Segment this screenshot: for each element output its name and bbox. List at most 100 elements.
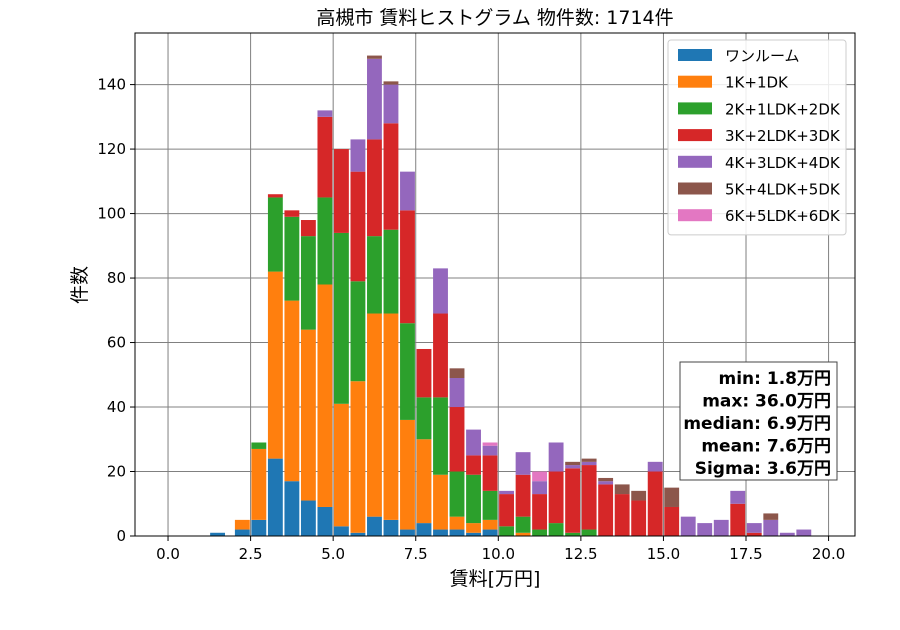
- bar-segment: [284, 300, 300, 482]
- bar-segment: [482, 445, 498, 456]
- bar-segment: [317, 284, 333, 507]
- legend-swatch: [678, 49, 712, 61]
- y-tick-label: 0: [116, 527, 126, 545]
- bar-segment: [647, 461, 663, 472]
- chart-title: 高槻市 賃料ヒストグラム 物件数: 1714件: [316, 7, 673, 29]
- y-axis-label: 件数: [69, 266, 91, 304]
- bar-segment: [251, 442, 267, 449]
- bar-segment: [367, 516, 382, 536]
- bar-segment: [267, 458, 283, 536]
- bar-segment: [482, 490, 498, 520]
- bar-segment: [499, 494, 514, 527]
- bar-segment: [234, 519, 250, 530]
- bar-segment: [532, 494, 548, 530]
- bar-segment: [647, 471, 663, 536]
- bar-segment: [333, 526, 349, 536]
- bar-segment: [598, 481, 614, 485]
- bar-segment: [333, 232, 349, 404]
- bar-segment: [383, 519, 399, 536]
- bar-segment: [499, 526, 514, 536]
- bar-segment: [416, 348, 432, 398]
- bar-segment: [300, 329, 316, 501]
- y-tick-label: 100: [97, 205, 126, 223]
- legend-label: 6K+5LDK+6DK: [725, 207, 841, 225]
- bar-segment: [449, 516, 465, 530]
- legend-swatch: [678, 209, 712, 222]
- stats-line: mean: 7.6万円: [701, 437, 831, 457]
- stats-line: median: 6.9万円: [683, 414, 831, 434]
- bar-segment: [449, 368, 465, 379]
- x-tick-label: 20.0: [812, 545, 845, 563]
- bar-segment: [383, 123, 399, 230]
- bar-segment: [482, 529, 498, 536]
- bar-segment: [581, 461, 597, 466]
- legend-label: ワンルーム: [725, 47, 800, 65]
- bar-segment: [251, 448, 267, 520]
- y-tick-label: 20: [107, 463, 126, 481]
- bar-segment: [383, 313, 399, 520]
- bar-segment: [664, 487, 680, 507]
- bar-segment: [614, 484, 630, 495]
- bar-segment: [284, 481, 300, 536]
- bar-segment: [333, 403, 349, 527]
- x-tick-label: 2.5: [239, 545, 263, 563]
- bar-segment: [680, 516, 696, 536]
- bar-segment: [350, 381, 366, 533]
- bar-segment: [400, 323, 415, 420]
- y-tick-label: 60: [107, 334, 126, 352]
- x-tick-label: 10.0: [482, 545, 515, 563]
- legend-frame: [667, 39, 847, 236]
- bar-segment: [565, 461, 581, 466]
- legend-label: 5K+4LDK+5DK: [725, 181, 841, 199]
- bar-segment: [267, 197, 283, 272]
- bar-segment: [300, 500, 316, 536]
- bar-segment: [532, 481, 548, 495]
- x-tick-label: 15.0: [647, 545, 680, 563]
- bar-segment: [433, 397, 448, 475]
- bar-segment: [367, 58, 382, 140]
- y-tick-label: 40: [107, 398, 126, 416]
- bar-segment: [515, 516, 531, 533]
- bar-segment: [466, 532, 481, 536]
- bar-segment: [598, 484, 614, 536]
- stats-frame: [679, 361, 838, 481]
- bar-segment: [350, 532, 366, 536]
- x-axis-label: 賃料[万円]: [450, 568, 541, 590]
- bar-segment: [400, 419, 415, 530]
- bars: [210, 55, 812, 536]
- y-tick-label: 120: [97, 140, 126, 158]
- bar-segment: [317, 506, 333, 536]
- bar-segment: [350, 139, 366, 172]
- bar-segment: [482, 519, 498, 530]
- bar-segment: [416, 523, 432, 536]
- legend-swatch: [678, 75, 712, 88]
- bar-segment: [565, 468, 581, 533]
- bar-segment: [664, 506, 680, 536]
- bar-segment: [367, 55, 382, 59]
- bar-segment: [746, 523, 762, 533]
- bar-segment: [433, 474, 448, 530]
- legend-swatch: [678, 129, 712, 142]
- legend-swatch: [678, 155, 712, 168]
- bar-segment: [367, 236, 382, 314]
- bar-segment: [383, 229, 399, 314]
- bar-segment: [515, 474, 531, 517]
- legend-label: 3K+2LDK+3DK: [725, 127, 841, 145]
- x-tick-label: 17.5: [729, 545, 762, 563]
- bar-segment: [466, 523, 481, 533]
- y-tick-label: 140: [97, 76, 126, 94]
- bar-segment: [333, 149, 349, 233]
- bar-segment: [317, 110, 333, 117]
- bar-segment: [433, 268, 448, 314]
- bar-segment: [383, 81, 399, 85]
- legend-label: 1K+1DK: [725, 74, 789, 92]
- bar-segment: [234, 529, 250, 536]
- bar-segment: [515, 452, 531, 475]
- bar-segment: [548, 442, 564, 472]
- bar-segment: [400, 210, 415, 324]
- bar-segment: [433, 313, 448, 398]
- bar-segment: [383, 84, 399, 124]
- bar-segment: [267, 194, 283, 198]
- legend-label: 2K+1LDK+2DK: [725, 100, 841, 118]
